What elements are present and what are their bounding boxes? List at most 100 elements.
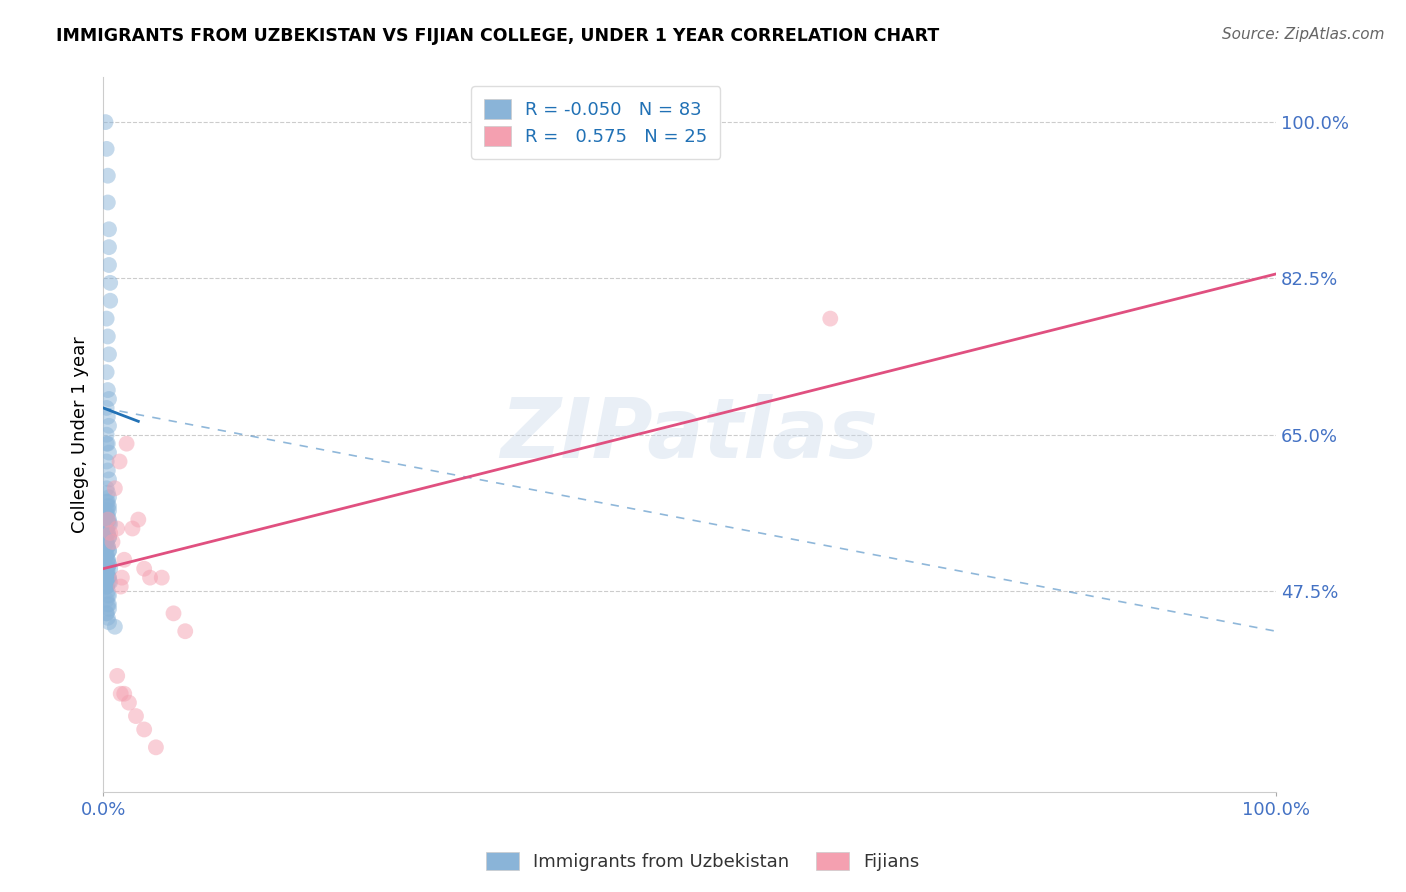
Point xyxy=(98,602,121,616)
Point xyxy=(96,535,118,549)
Point xyxy=(97,553,120,567)
Point xyxy=(118,696,141,710)
Text: IMMIGRANTS FROM UZBEKISTAN VS FIJIAN COLLEGE, UNDER 1 YEAR CORRELATION CHART: IMMIGRANTS FROM UZBEKISTAN VS FIJIAN COL… xyxy=(56,27,939,45)
Point xyxy=(98,258,121,272)
Point xyxy=(96,535,118,549)
Point xyxy=(110,687,132,701)
Point xyxy=(98,531,121,545)
Point xyxy=(108,454,131,468)
Point xyxy=(97,589,120,603)
Point xyxy=(98,472,121,486)
Point xyxy=(96,503,118,517)
Point xyxy=(98,499,121,513)
Point xyxy=(145,740,167,755)
Point xyxy=(98,589,121,603)
Text: Source: ZipAtlas.com: Source: ZipAtlas.com xyxy=(1222,27,1385,42)
Point xyxy=(98,512,121,526)
Point xyxy=(98,571,121,585)
Point xyxy=(150,571,173,585)
Point xyxy=(112,553,135,567)
Point xyxy=(98,347,121,361)
Point xyxy=(96,566,118,581)
Point xyxy=(98,222,121,236)
Point xyxy=(98,615,121,630)
Point xyxy=(101,535,124,549)
Point xyxy=(97,540,120,554)
Point xyxy=(96,508,118,522)
Point xyxy=(97,195,120,210)
Point xyxy=(98,276,121,290)
Text: ZIPatlas: ZIPatlas xyxy=(501,394,879,475)
Point xyxy=(98,544,121,558)
Point xyxy=(96,562,118,576)
Point xyxy=(98,240,121,254)
Point xyxy=(97,383,120,397)
Point xyxy=(96,580,118,594)
Point xyxy=(98,525,121,540)
Point xyxy=(134,562,156,576)
Point xyxy=(98,575,121,590)
Point xyxy=(97,508,120,522)
Point xyxy=(139,571,162,585)
Point xyxy=(97,436,120,450)
Point xyxy=(98,571,121,585)
Point xyxy=(97,611,120,625)
Point xyxy=(98,558,121,572)
Point xyxy=(96,549,118,563)
Point xyxy=(97,562,120,576)
Point xyxy=(115,436,138,450)
Point xyxy=(98,575,121,590)
Point xyxy=(97,553,120,567)
Point xyxy=(97,463,120,477)
Point xyxy=(96,549,118,563)
Point xyxy=(98,544,121,558)
Point xyxy=(97,409,120,424)
Point xyxy=(98,293,121,308)
Point xyxy=(96,454,118,468)
Point xyxy=(96,311,118,326)
Point xyxy=(97,329,120,343)
Point xyxy=(98,490,121,504)
Point xyxy=(162,607,184,621)
Point xyxy=(97,499,120,513)
Point xyxy=(97,494,120,508)
Point xyxy=(98,445,121,459)
Legend: R = -0.050   N = 83, R =   0.575   N = 25: R = -0.050 N = 83, R = 0.575 N = 25 xyxy=(471,87,720,159)
Point xyxy=(174,624,197,639)
Point xyxy=(96,481,118,495)
Point xyxy=(98,503,121,517)
Point xyxy=(97,566,120,581)
Point xyxy=(97,512,120,526)
Point xyxy=(96,401,118,415)
Y-axis label: College, Under 1 year: College, Under 1 year xyxy=(72,336,89,533)
Point xyxy=(97,525,120,540)
Point xyxy=(96,427,118,442)
Point xyxy=(97,584,120,599)
Point xyxy=(96,593,118,607)
Point xyxy=(96,521,118,535)
Point xyxy=(98,531,121,545)
Point xyxy=(98,562,121,576)
Point xyxy=(96,580,118,594)
Point xyxy=(134,723,156,737)
Point xyxy=(110,580,132,594)
Point xyxy=(96,365,118,379)
Point xyxy=(94,115,117,129)
Point xyxy=(98,392,121,406)
Point xyxy=(98,418,121,433)
Point xyxy=(97,169,120,183)
Point xyxy=(125,709,148,723)
Point xyxy=(98,558,121,572)
Point xyxy=(97,540,120,554)
Point xyxy=(96,580,118,594)
Point xyxy=(111,571,134,585)
Point xyxy=(98,516,121,531)
Point xyxy=(105,521,128,535)
Point xyxy=(96,494,118,508)
Point xyxy=(97,598,120,612)
Point xyxy=(105,669,128,683)
Point xyxy=(97,485,120,500)
Point xyxy=(96,436,118,450)
Point xyxy=(96,142,118,156)
Point xyxy=(96,607,118,621)
